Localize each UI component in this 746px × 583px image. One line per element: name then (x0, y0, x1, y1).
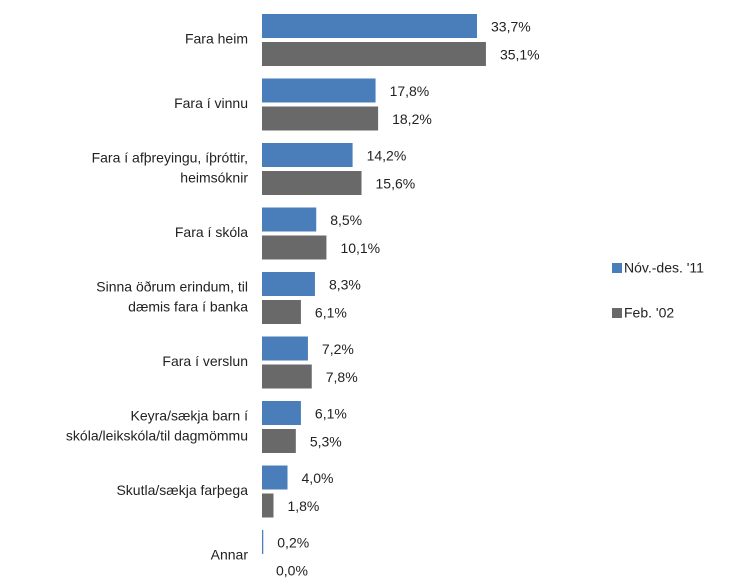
category-label: Fara í verslun (162, 353, 248, 369)
value-label: 33,7% (491, 19, 531, 35)
value-label: 0,2% (277, 535, 309, 551)
value-label: 35,1% (500, 47, 540, 63)
category-label: Keyra/sækja barn í (131, 408, 249, 424)
value-label: 5,3% (310, 434, 342, 450)
legend-label: Nóv.-des. '11 (624, 260, 704, 276)
bar (262, 143, 353, 167)
bar (262, 272, 315, 296)
value-label: 10,1% (340, 240, 380, 256)
category-label: Fara heim (185, 31, 248, 47)
value-label: 15,6% (376, 176, 416, 192)
bar (262, 106, 379, 131)
bar (262, 364, 312, 389)
legend-swatch (612, 263, 622, 273)
value-label: 0,0% (276, 563, 308, 579)
category-label: heimsóknir (180, 170, 248, 186)
bar (262, 42, 486, 66)
category-label: Sinna öðrum erindum, til (96, 279, 248, 295)
bar (262, 530, 264, 554)
value-label: 6,1% (315, 406, 347, 422)
bar (262, 336, 308, 361)
bar (262, 465, 288, 490)
value-label: 4,0% (302, 470, 334, 486)
value-label: 14,2% (367, 148, 407, 164)
bar (262, 429, 296, 453)
bar (262, 207, 317, 232)
category-label: Fara í vinnu (174, 95, 248, 111)
value-label: 6,1% (315, 305, 347, 321)
value-label: 8,5% (330, 212, 362, 228)
category-label: skóla/leikskóla/til dagmömmu (66, 428, 248, 444)
bar (262, 300, 301, 324)
bar (262, 235, 327, 260)
bar (262, 401, 301, 425)
value-label: 7,8% (326, 369, 358, 385)
value-label: 8,3% (329, 277, 361, 293)
legend-label: Feb. '02 (624, 305, 674, 321)
legend-swatch (612, 308, 622, 318)
bar (262, 78, 376, 103)
bar (262, 493, 274, 518)
value-label: 7,2% (322, 341, 354, 357)
bar (262, 171, 362, 195)
category-label: Skutla/sækja farþega (116, 482, 248, 498)
category-label: dæmis fara í banka (128, 299, 248, 315)
category-label: Fara í skóla (175, 224, 248, 240)
value-label: 18,2% (392, 111, 432, 127)
bar (262, 14, 478, 38)
category-label: Fara í afþreyingu, íþróttir, (92, 150, 248, 166)
value-label: 17,8% (390, 83, 430, 99)
value-label: 1,8% (287, 498, 319, 514)
category-label: Annar (211, 547, 249, 563)
